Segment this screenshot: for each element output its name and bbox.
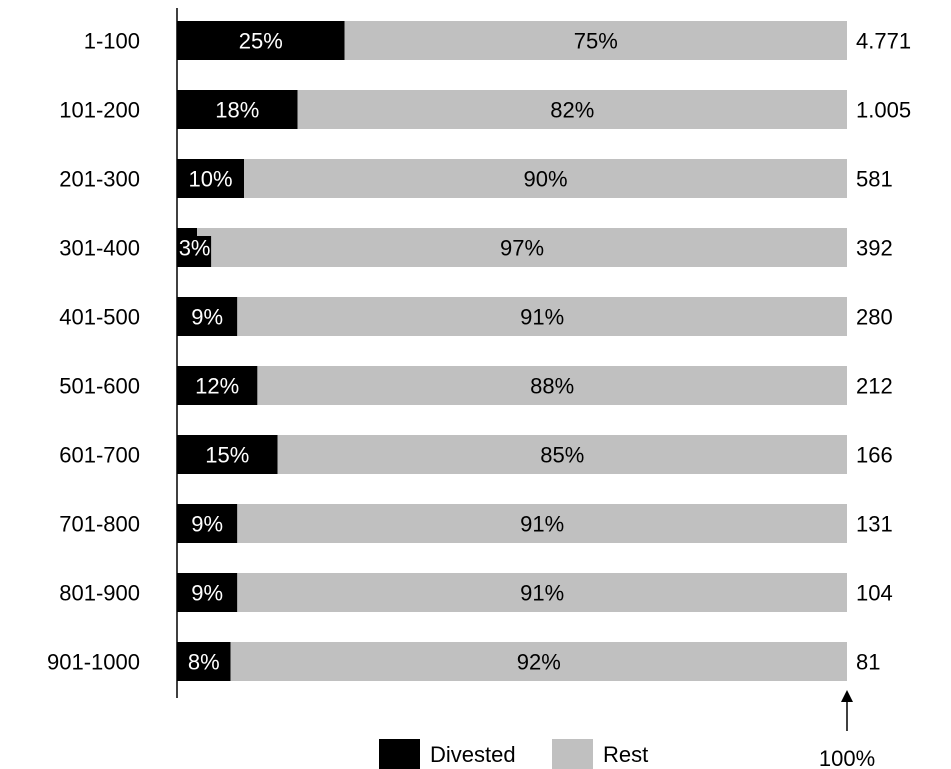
bar-segment-rest	[230, 642, 848, 681]
hundred-percent-annotation: 100%	[819, 690, 875, 769]
category-label: 701-800	[59, 512, 140, 537]
category-label: 801-900	[59, 581, 140, 606]
bar-value-label: 90%	[523, 167, 567, 192]
bar-segment-divested	[177, 642, 231, 681]
annotation-arrow-head	[841, 690, 853, 702]
bar-segment-divested	[177, 366, 258, 405]
bar-value-label: 9%	[191, 512, 223, 537]
legend-swatch-rest	[552, 739, 593, 769]
total-labels: 4.771 1.005 581 392 280 212 166 131 104 81	[856, 29, 911, 675]
legend-label-rest: Rest	[603, 742, 648, 767]
bar-value-label: 75%	[574, 29, 618, 54]
bar-value-label: 82%	[550, 98, 594, 123]
bar-segment-rest	[237, 297, 848, 336]
annotation-label: 100%	[819, 746, 875, 769]
bar-value-label-box	[178, 236, 212, 267]
bars-layer: 25% 75% 18% 82% 10% 90% 3% 97% 9% 91% 12% 88% 15% 85%…	[177, 21, 848, 681]
bar-segment-rest	[197, 228, 848, 267]
bar-value-label: 91%	[520, 305, 564, 330]
category-label: 501-600	[59, 374, 140, 399]
legend-swatch-divested	[379, 739, 420, 769]
bar-segment-rest	[237, 504, 848, 543]
category-label: 401-500	[59, 305, 140, 330]
bar-segment-divested	[177, 21, 345, 60]
row-total-label: 104	[856, 581, 893, 606]
bar-value-label: 8%	[188, 650, 220, 675]
bar-value-label: 9%	[191, 305, 223, 330]
category-label: 601-700	[59, 443, 140, 468]
category-label: 901-1000	[47, 650, 140, 675]
bar-value-label: 15%	[205, 443, 249, 468]
row-total-label: 212	[856, 374, 893, 399]
bar-value-label: 9%	[191, 581, 223, 606]
row-total-label: 81	[856, 650, 880, 675]
bar-value-label: 92%	[517, 650, 561, 675]
row-total-label: 392	[856, 236, 893, 261]
bar-segment-divested	[177, 435, 278, 474]
bar-value-label: 88%	[530, 374, 574, 399]
bar-value-label: 3%	[179, 236, 211, 261]
bar-segment-divested	[177, 504, 238, 543]
category-label: 301-400	[59, 236, 140, 261]
legend-label-divested: Divested	[430, 742, 516, 767]
bar-value-label: 10%	[188, 167, 232, 192]
row-total-label: 581	[856, 167, 893, 192]
row-total-label: 131	[856, 512, 893, 537]
category-labels: 1-100 101-200 201-300 301-400 401-500 501-600…	[47, 29, 140, 675]
bar-segment-rest	[237, 573, 848, 612]
row-total-label: 1.005	[856, 98, 911, 123]
bar-segment-rest	[277, 435, 847, 474]
bar-segment-rest	[257, 366, 847, 405]
bar-value-label: 97%	[500, 236, 544, 261]
bar-segment-divested	[177, 159, 244, 198]
bar-segment-rest	[344, 21, 847, 60]
bar-segment-divested	[177, 573, 238, 612]
bar-value-label: 91%	[520, 581, 564, 606]
bar-value-label: 18%	[215, 98, 259, 123]
bar-value-label: 85%	[540, 443, 584, 468]
bar-value-label: 91%	[520, 512, 564, 537]
bar-segment-rest	[297, 90, 848, 129]
category-label: 201-300	[59, 167, 140, 192]
legend: Divested Rest	[379, 739, 648, 769]
row-total-label: 280	[856, 305, 893, 330]
category-label: 101-200	[59, 98, 140, 123]
bar-value-label: 12%	[195, 374, 239, 399]
bar-segment-rest	[244, 159, 847, 198]
bar-segment-divested	[177, 297, 238, 336]
row-total-label: 4.771	[856, 29, 911, 54]
row-total-label: 166	[856, 443, 893, 468]
bar-segment-divested	[177, 90, 298, 129]
category-label: 1-100	[84, 29, 140, 54]
bar-value-label: 25%	[239, 29, 283, 54]
